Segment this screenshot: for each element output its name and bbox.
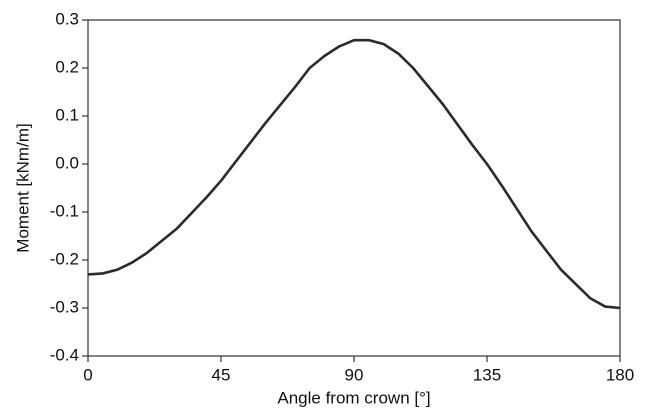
y-tick-label: 0.3 xyxy=(55,9,79,28)
y-tick-label: -0.3 xyxy=(50,297,79,316)
y-tick-label: 0.0 xyxy=(55,153,79,172)
x-tick-label: 0 xyxy=(83,365,92,384)
y-tick-label: 0.1 xyxy=(55,105,79,124)
y-axis-label: Moment [kNm/m] xyxy=(13,123,32,252)
x-tick-label: 90 xyxy=(345,365,364,384)
x-tick-label: 135 xyxy=(473,365,501,384)
y-tick-label: -0.4 xyxy=(50,345,79,364)
x-axis-label: Angle from crown [°] xyxy=(277,388,430,407)
x-tick-label: 180 xyxy=(606,365,634,384)
plot-frame xyxy=(87,19,621,357)
y-tick-label: -0.1 xyxy=(50,201,79,220)
y-tick-label: -0.2 xyxy=(50,249,79,268)
line-series xyxy=(87,38,621,310)
y-tick-label: 0.2 xyxy=(55,57,79,76)
x-tick-label: 45 xyxy=(212,365,231,384)
